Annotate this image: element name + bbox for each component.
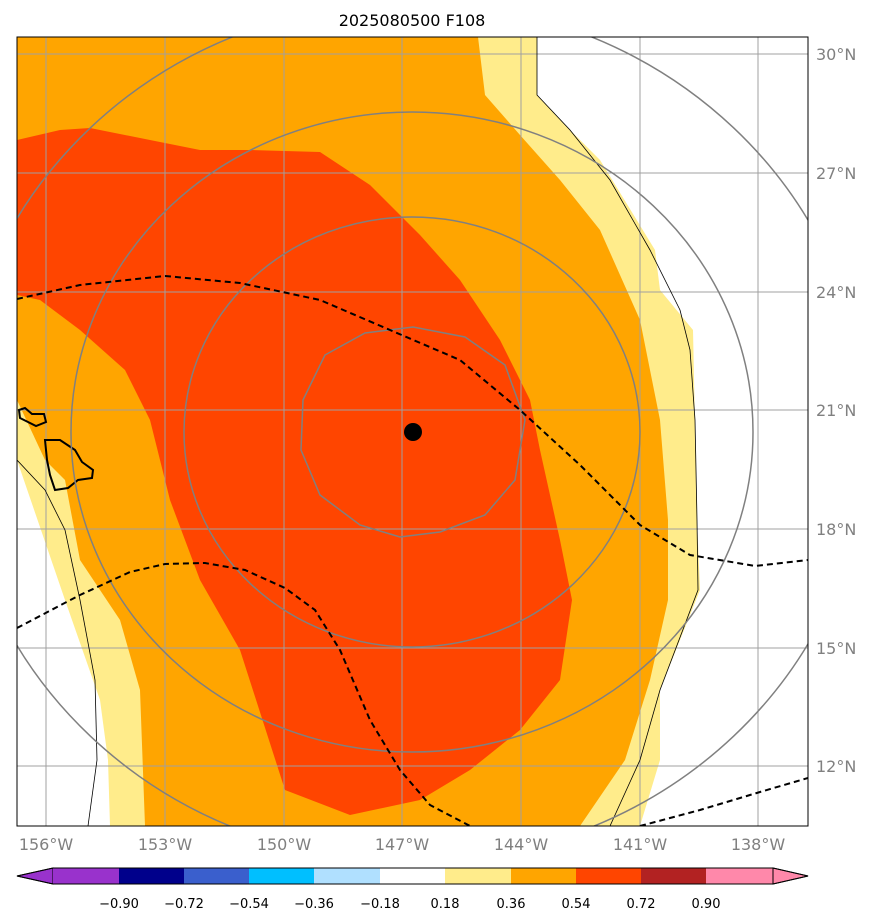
hawaii-islands (17, 406, 95, 492)
colorbar-tick-label: 0.72 (627, 897, 656, 912)
colorbar-tick-label: −0.18 (360, 897, 400, 912)
lon-label: 156°W (19, 835, 74, 854)
lat-label: 18°N (816, 520, 856, 539)
lon-label: 138°W (731, 835, 786, 854)
colorbar-segment (511, 868, 576, 884)
colorbar-segment (53, 868, 119, 884)
lon-labels: 156°W 153°W 150°W 147°W 144°W 141°W 138°… (19, 835, 786, 854)
map-frame (16, 36, 809, 827)
lat-label: 27°N (816, 164, 856, 183)
dashed-contours (17, 274, 808, 826)
figure-title: 2025080500 F108 (339, 11, 486, 30)
colorbar-tick-label: 0.36 (497, 897, 526, 912)
lat-label: 30°N (816, 45, 856, 64)
colorbar-outline (16, 867, 809, 885)
colorbar-segment (380, 868, 445, 884)
lon-label: 144°W (494, 835, 549, 854)
colorbar-labels: −0.90 −0.72 −0.54 −0.36 −0.18 0.18 0.36 … (99, 897, 720, 912)
lat-label: 12°N (816, 757, 856, 776)
colorbar (16, 867, 809, 885)
colorbar-tick-label: 0.90 (692, 897, 721, 912)
map-area (17, 37, 808, 826)
colorbar-tick-label: −0.90 (99, 897, 139, 912)
colorbar-segment (641, 868, 706, 884)
lat-labels: 30°N 27°N 24°N 21°N 18°N 15°N 12°N (816, 45, 856, 776)
graticule (17, 37, 808, 826)
range-rings (17, 37, 808, 826)
colorbar-tick-label: −0.36 (294, 897, 334, 912)
lat-label: 21°N (816, 401, 856, 420)
lat-label: 24°N (816, 283, 856, 302)
colorbar-segment (445, 868, 511, 884)
storm-center-marker (404, 423, 422, 441)
lon-label: 147°W (375, 835, 430, 854)
colorbar-segment (249, 868, 314, 884)
colorbar-extend-low (16, 867, 54, 885)
colorbar-tick-label: 0.18 (431, 897, 460, 912)
colorbar-tick-label: −0.54 (229, 897, 269, 912)
lat-label: 15°N (816, 639, 856, 658)
colorbar-segment (314, 868, 380, 884)
contour-fill-072 (17, 128, 572, 815)
colorbar-tick-label: 0.54 (562, 897, 591, 912)
lon-label: 150°W (257, 835, 312, 854)
colorbar-tick-label: −0.72 (164, 897, 204, 912)
colorbar-extend-high (772, 867, 809, 885)
coastlines (17, 37, 699, 826)
colorbar-segment (119, 868, 184, 884)
colorbar-segment (706, 868, 773, 884)
colorbar-segment (576, 868, 641, 884)
lon-label: 153°W (138, 835, 193, 854)
lon-label: 141°W (613, 835, 668, 854)
colorbar-segment (184, 868, 249, 884)
